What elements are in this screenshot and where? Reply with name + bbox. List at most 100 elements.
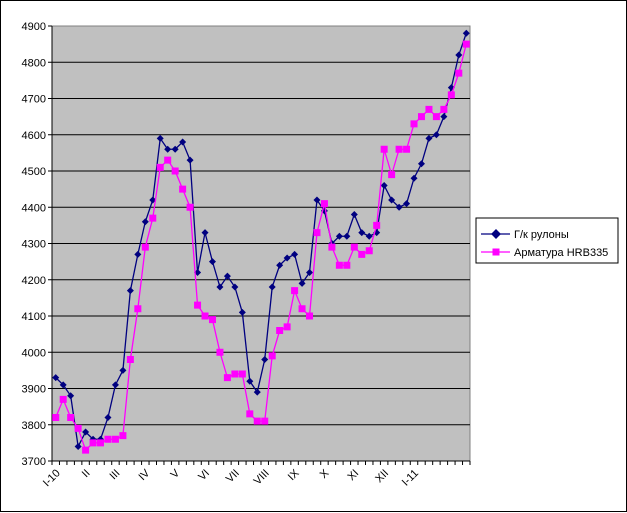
y-tick-label: 4800 <box>22 57 46 69</box>
y-tick-label: 3800 <box>22 420 46 432</box>
series-1-point <box>156 134 164 142</box>
series-2-point <box>216 348 224 356</box>
series-1-point <box>365 232 373 240</box>
series-2-point <box>156 163 164 171</box>
series-2-point <box>126 356 134 363</box>
series-1-point <box>141 218 149 226</box>
y-tick-label: 4900 <box>22 21 46 33</box>
series-2-point <box>291 287 299 295</box>
series-1-point <box>417 160 425 168</box>
series-1-point <box>59 381 67 389</box>
series-2-point <box>403 145 411 153</box>
series-2-point <box>201 312 209 320</box>
series-1-point <box>111 381 119 389</box>
series-1-point <box>216 283 224 291</box>
series-line-2 <box>55 43 467 452</box>
series-2-point <box>306 312 314 320</box>
series-2-point <box>380 145 388 153</box>
series-2-point <box>253 417 261 425</box>
series-2-point <box>328 243 336 251</box>
x-tick-label: VI <box>196 467 212 483</box>
x-tick-label: X <box>318 467 332 481</box>
series-2-point <box>320 200 328 208</box>
series-1-point <box>164 145 172 153</box>
legend-marker-series-1 <box>491 229 501 239</box>
series-1-point <box>276 261 284 269</box>
y-tick-label: 4500 <box>22 166 46 178</box>
legend-label-series-2: Арматура HRB335 <box>514 247 608 259</box>
series-2-point <box>179 185 187 193</box>
series-1-point <box>283 254 291 262</box>
series-1-point <box>462 29 470 37</box>
series-2-point <box>447 91 455 99</box>
series-2-point <box>335 261 343 269</box>
series-2-point <box>350 243 358 251</box>
series-2-point <box>67 414 75 421</box>
series-2-point <box>104 435 112 443</box>
series-1-point <box>246 377 254 385</box>
y-tick-label: 4700 <box>22 94 46 106</box>
series-1-point <box>179 138 187 146</box>
x-tick-label: III <box>108 467 123 482</box>
series-1-point <box>149 196 157 204</box>
x-tick-label: VII <box>224 467 242 485</box>
series-2-point <box>373 221 381 229</box>
series-2-point <box>238 370 246 378</box>
series-2-point <box>358 250 366 258</box>
series-1-point <box>67 392 75 400</box>
series-2-point <box>268 352 276 360</box>
series-2-point <box>276 327 284 334</box>
series-2-point <box>462 40 470 48</box>
series-1-point <box>358 229 366 237</box>
series-2-point <box>164 156 172 164</box>
series-1-point <box>335 232 343 240</box>
series-1-point <box>52 374 60 382</box>
series-2-point <box>89 439 97 447</box>
series-2-point <box>246 410 254 418</box>
series-2-point <box>365 247 373 255</box>
series-layer <box>52 29 470 454</box>
x-tick-label: I-11 <box>400 467 421 488</box>
series-2-point <box>425 105 433 113</box>
series-2-point <box>313 229 321 237</box>
x-tick-label: XII <box>373 467 391 485</box>
series-1-point <box>261 356 269 363</box>
y-tick-label: 4200 <box>22 275 46 287</box>
series-1-point <box>440 113 448 121</box>
series-1-point <box>238 308 246 316</box>
series-2-point <box>298 305 306 313</box>
series-2-point <box>194 301 202 309</box>
series-1-point <box>171 145 179 153</box>
series-1-point <box>291 250 299 258</box>
series-2-point <box>208 316 216 324</box>
series-1-point <box>343 232 351 240</box>
series-2-point <box>455 69 463 77</box>
series-1-point <box>350 211 358 218</box>
series-1-point <box>126 287 134 295</box>
series-2-point <box>134 305 142 313</box>
series-2-point <box>97 439 105 447</box>
series-1-point <box>201 229 209 237</box>
legend-label-series-1: Г/к рулоны <box>514 229 569 241</box>
series-1-point <box>425 134 433 142</box>
series-1-point <box>119 366 127 374</box>
series-1-point <box>268 283 276 291</box>
series-1-point <box>134 250 142 258</box>
y-tick-label: 4300 <box>22 239 46 251</box>
y-axis: 3700 3800 3900 4000 4100 4200 4300 4400 4500 4600… <box>22 21 53 468</box>
series-2-point <box>261 417 269 425</box>
y-tick-label: 4600 <box>22 130 46 142</box>
series-2-point <box>231 370 239 378</box>
x-tick-label: I-10 <box>41 467 63 489</box>
y-tick-label: 3700 <box>22 456 46 468</box>
series-1-point <box>74 443 82 450</box>
series-2-point <box>440 105 448 113</box>
series-1-point <box>455 51 463 59</box>
series-2-point <box>119 432 127 440</box>
series-1-point <box>208 258 216 266</box>
x-tick-label: VIII <box>252 467 272 487</box>
series-2-point <box>343 261 351 269</box>
x-axis: I-10 II III IV V VI VII VIII IX X XI XII I-11 <box>41 460 471 489</box>
x-tick-label: XI <box>346 467 362 483</box>
x-tick-label: IV <box>137 467 153 483</box>
